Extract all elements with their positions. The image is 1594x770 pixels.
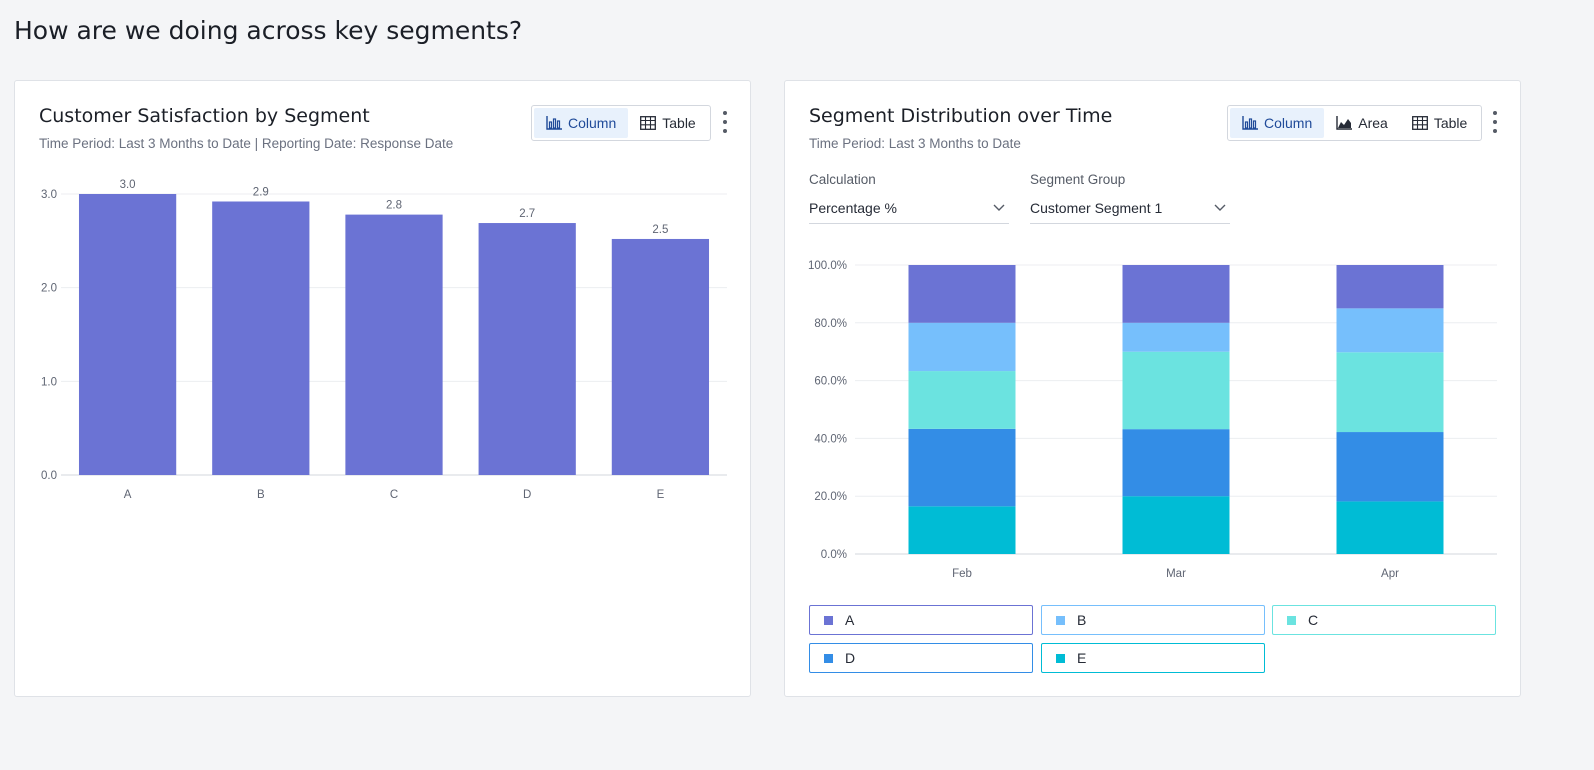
x-tick-label: D bbox=[523, 489, 531, 501]
legend-item-D[interactable]: D bbox=[809, 643, 1033, 673]
bar-A[interactable] bbox=[78, 194, 177, 475]
satisfaction-card: Customer Satisfaction by Segment Time Pe… bbox=[14, 80, 751, 697]
area-view-button[interactable]: Area bbox=[1324, 108, 1400, 138]
bar-E[interactable] bbox=[611, 238, 710, 475]
table-view-button[interactable]: Table bbox=[1400, 108, 1479, 138]
calculation-value: Percentage % bbox=[809, 200, 897, 216]
legend-item-A[interactable]: A bbox=[809, 605, 1033, 635]
x-tick-label: E bbox=[657, 489, 665, 501]
segment-group-dropdown[interactable]: Customer Segment 1 bbox=[1030, 194, 1230, 224]
bar-C[interactable] bbox=[345, 214, 443, 475]
segment-group-label: Segment Group bbox=[1030, 172, 1126, 187]
data-label: 3.0 bbox=[120, 179, 136, 191]
segment-E-Apr[interactable] bbox=[1336, 501, 1444, 554]
y-tick-label: 40.0% bbox=[814, 433, 847, 445]
table-view-label: Table bbox=[1433, 115, 1468, 131]
y-tick-label: 1.0 bbox=[41, 376, 57, 388]
distribution-card: Segment Distribution over Time Time Peri… bbox=[784, 80, 1521, 697]
segment-A-Feb[interactable] bbox=[908, 265, 1016, 323]
bar-B[interactable] bbox=[212, 201, 310, 475]
column-view-label: Column bbox=[1264, 115, 1313, 131]
more-options-icon[interactable] bbox=[1491, 111, 1499, 133]
legend-item-C[interactable]: C bbox=[1272, 605, 1496, 635]
segment-E-Feb[interactable] bbox=[908, 506, 1016, 554]
column-view-button[interactable]: Column bbox=[1230, 108, 1325, 138]
x-tick-label: C bbox=[390, 489, 398, 501]
view-toggle: Column Table bbox=[531, 105, 711, 141]
x-tick-label: A bbox=[124, 489, 132, 501]
segment-B-Apr[interactable] bbox=[1336, 308, 1444, 353]
chevron-down-icon bbox=[993, 204, 1005, 211]
legend-item-E[interactable]: E bbox=[1041, 643, 1265, 673]
bar-chart-icon bbox=[546, 116, 562, 130]
y-tick-label: 0.0 bbox=[41, 470, 57, 482]
data-label: 2.9 bbox=[253, 186, 269, 198]
chevron-down-icon bbox=[1214, 204, 1226, 211]
view-toggle: Column Area Table bbox=[1227, 105, 1483, 141]
data-label: 2.8 bbox=[386, 200, 402, 212]
calculation-label: Calculation bbox=[809, 172, 876, 187]
data-label: 2.7 bbox=[519, 208, 535, 220]
legend-swatch bbox=[1056, 653, 1065, 663]
legend-swatch bbox=[1287, 615, 1296, 625]
segment-A-Mar[interactable] bbox=[1122, 265, 1230, 323]
legend-label: E bbox=[1077, 650, 1087, 666]
table-icon bbox=[1411, 116, 1428, 130]
bar-D[interactable] bbox=[478, 223, 576, 475]
card-title: Customer Satisfaction by Segment bbox=[39, 105, 370, 127]
x-tick-label: Feb bbox=[952, 568, 972, 580]
legend-swatch bbox=[1056, 615, 1065, 625]
x-tick-label: Apr bbox=[1381, 568, 1399, 580]
x-tick-label: Mar bbox=[1166, 568, 1186, 580]
segment-D-Mar[interactable] bbox=[1122, 429, 1230, 497]
legend-label: A bbox=[845, 612, 855, 628]
legend-swatch bbox=[824, 653, 833, 663]
segment-C-Mar[interactable] bbox=[1122, 351, 1230, 430]
bar-chart-icon bbox=[1242, 116, 1258, 130]
y-tick-label: 100.0% bbox=[808, 260, 847, 272]
table-view-button[interactable]: Table bbox=[628, 108, 707, 138]
calculation-dropdown[interactable]: Percentage % bbox=[809, 194, 1009, 224]
y-tick-label: 2.0 bbox=[41, 283, 57, 295]
table-icon bbox=[640, 116, 657, 130]
legend-item-B[interactable]: B bbox=[1041, 605, 1265, 635]
distribution-stacked-chart: 0.0% 20.0% 40.0% 60.0% 80.0% 100.0% Feb Mar Apr bbox=[808, 260, 1497, 580]
segment-C-Apr[interactable] bbox=[1336, 352, 1444, 433]
area-view-label: Area bbox=[1358, 115, 1388, 131]
y-tick-label: 80.0% bbox=[814, 318, 847, 330]
card-title: Segment Distribution over Time bbox=[809, 105, 1113, 127]
legend-label: C bbox=[1308, 612, 1319, 628]
y-tick-label: 60.0% bbox=[814, 376, 847, 388]
segment-A-Apr[interactable] bbox=[1336, 265, 1444, 309]
legend-label: D bbox=[845, 650, 856, 666]
segment-D-Feb[interactable] bbox=[908, 428, 1016, 507]
x-tick-label: B bbox=[257, 489, 265, 501]
card-subtitle: Time Period: Last 3 Months to Date | Rep… bbox=[39, 136, 454, 151]
segment-B-Feb[interactable] bbox=[908, 322, 1016, 372]
y-tick-label: 3.0 bbox=[41, 189, 57, 201]
segment-group-value: Customer Segment 1 bbox=[1030, 200, 1163, 216]
legend-swatch bbox=[824, 615, 833, 625]
y-tick-label: 20.0% bbox=[814, 491, 847, 503]
data-label: 2.5 bbox=[652, 224, 668, 236]
more-options-icon[interactable] bbox=[721, 111, 729, 133]
page-title: How are we doing across key segments? bbox=[14, 16, 523, 45]
satisfaction-bar-chart: 0.0 1.0 2.0 3.0 3.0 A 2.9 B 2.8 C 2.7 D 2.5 E bbox=[41, 179, 727, 501]
area-chart-icon bbox=[1336, 116, 1353, 130]
legend-label: B bbox=[1077, 612, 1087, 628]
y-tick-label: 0.0% bbox=[821, 549, 847, 561]
segment-E-Mar[interactable] bbox=[1122, 496, 1230, 554]
segment-D-Apr[interactable] bbox=[1336, 432, 1444, 502]
column-view-button[interactable]: Column bbox=[534, 108, 629, 138]
card-subtitle: Time Period: Last 3 Months to Date bbox=[809, 136, 1021, 151]
table-view-label: Table bbox=[662, 115, 696, 131]
column-view-label: Column bbox=[568, 115, 617, 131]
segment-C-Feb[interactable] bbox=[908, 371, 1016, 429]
segment-B-Mar[interactable] bbox=[1122, 322, 1230, 352]
